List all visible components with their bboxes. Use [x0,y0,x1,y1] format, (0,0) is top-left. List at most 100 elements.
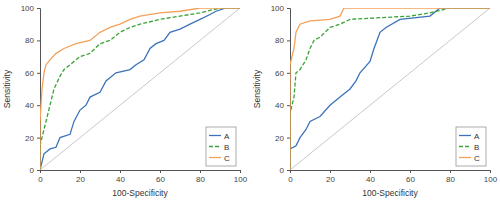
y-axis-title: Sensitivity [2,69,12,108]
marks [290,8,490,170]
x-tick-mark [200,170,201,173]
reference-diagonal [290,8,490,170]
legend-swatch [209,146,221,147]
roc-line [40,8,240,170]
x-tick: 0 [38,170,43,184]
legend-swatch [209,135,221,136]
legend-label: B [224,143,229,152]
x-tick-label: 40 [116,175,125,184]
y-tick-mark [287,73,290,74]
y-tick: 80 [25,36,40,45]
y-tick-mark [287,138,290,139]
legend-box [456,127,486,166]
y-tick-label: 100 [271,4,285,13]
x-tick: 80 [446,170,455,184]
x-tick-mark [450,170,451,173]
y-tick: 40 [275,101,290,110]
x-axis-line [291,171,491,174]
plot-area: 0 20 40 60 80 100 0 20 40 60 80 100 ABC [271,4,498,184]
figure: 020406080100020406080100ABC100-Specifici… [0,0,500,200]
y-tick: 20 [275,134,290,143]
x-axis: 0 20 40 60 80 100 [38,170,247,184]
y-tick: 100 [271,4,290,13]
x-tick-label: 20 [76,175,85,184]
roc-line [40,8,240,170]
x-tick-mark [410,170,411,173]
legend-box [206,127,236,166]
y-tick-label: 0 [280,166,285,175]
y-tick-mark [37,138,40,139]
roc-line [290,8,490,170]
x-tick: 20 [76,170,85,184]
x-tick: 100 [484,170,498,184]
legend-label: C [474,154,480,163]
y-tick-label: 40 [25,101,34,110]
chart: 0 20 40 60 80 100 0 20 40 60 80 100 ABC 100-Specifici… [252,4,498,198]
y-axis-line [287,9,291,171]
x-tick: 100 [234,170,248,184]
y-tick: 60 [25,69,40,78]
y-tick: 0 [30,166,40,175]
x-tick-mark [80,170,81,173]
y-tick-mark [37,105,40,106]
roc-line [40,8,240,170]
y-axis: 0 20 40 60 80 100 [21,4,41,175]
y-tick: 20 [25,134,40,143]
y-tick-label: 80 [25,36,34,45]
x-tick: 40 [116,170,125,184]
y-tick: 0 [280,166,290,175]
x-tick-label: 80 [446,175,455,184]
chart: 0 20 40 60 80 100 0 20 40 60 80 100 ABC 100-Specifici… [2,4,248,198]
y-tick: 40 [25,101,40,110]
y-axis-title: Sensitivity [252,69,262,108]
roc-line [290,8,490,170]
y-tick: 80 [275,36,290,45]
legend-label: C [224,154,230,163]
y-tick-mark [37,8,40,9]
y-tick-label: 60 [25,69,34,78]
legend: ABC [456,127,486,166]
y-tick-mark [287,170,290,171]
y-tick-mark [287,105,290,106]
x-tick-label: 100 [484,175,498,184]
legend: ABC [206,127,236,166]
x-tick-label: 60 [406,175,415,184]
x-tick: 20 [326,170,335,184]
x-tick-mark [490,170,491,173]
x-tick-label: 40 [366,175,375,184]
x-tick-mark [160,170,161,173]
x-axis-title: 100-Specificity [362,188,418,198]
x-tick-label: 80 [196,175,205,184]
y-tick-mark [37,170,40,171]
y-tick-mark [287,8,290,9]
x-tick: 60 [406,170,415,184]
x-axis-line [41,171,241,174]
y-tick-mark [37,73,40,74]
x-tick-label: 0 [288,175,293,184]
reference-diagonal [40,8,240,170]
y-tick-label: 60 [275,69,284,78]
legend-swatch [209,157,221,158]
x-tick-mark [330,170,331,173]
x-tick-mark [240,170,241,173]
y-tick: 60 [275,69,290,78]
legend-label: B [474,143,479,152]
x-tick-mark [120,170,121,173]
x-tick: 60 [156,170,165,184]
legend-label: A [474,132,480,141]
y-tick-mark [287,40,290,41]
y-tick-label: 0 [30,166,35,175]
x-tick: 0 [288,170,293,184]
x-tick-label: 60 [156,175,165,184]
y-tick-label: 40 [275,101,284,110]
legend-swatch [459,135,471,136]
plot-area: 0 20 40 60 80 100 0 20 40 60 80 100 ABC [21,4,248,184]
y-tick: 100 [21,4,40,13]
y-tick-label: 100 [21,4,35,13]
legend-swatch [459,146,471,147]
x-axis-title: 100-Specificity [112,188,168,198]
marks [40,8,240,170]
y-axis: 0 20 40 60 80 100 [271,4,291,175]
legend-label: A [224,132,230,141]
x-tick: 40 [366,170,375,184]
